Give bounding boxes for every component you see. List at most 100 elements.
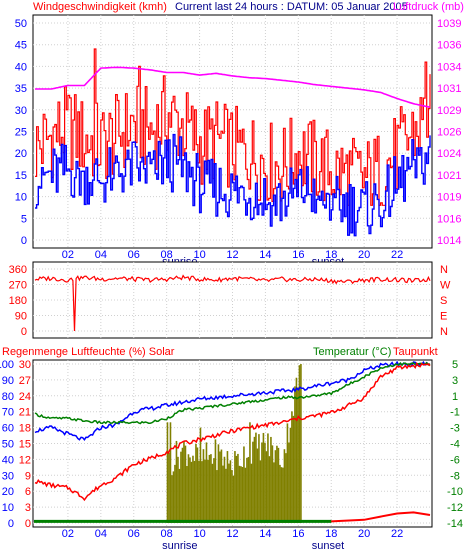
solar-bar — [241, 467, 244, 523]
solar-bar — [252, 441, 254, 523]
y2-tick-label: 1019 — [437, 192, 461, 204]
solar-bar — [168, 452, 170, 523]
solar-bar — [256, 448, 259, 523]
solar-bar — [199, 427, 202, 523]
solar-bar — [234, 451, 236, 523]
y2-tick-label: 1026 — [437, 127, 461, 139]
humidity-tick-label: 30 — [2, 470, 14, 482]
solar-bar — [271, 445, 274, 523]
humidity-tick-label: 40 — [2, 454, 14, 466]
solar-bar — [270, 436, 272, 523]
pressure-line — [35, 66, 431, 108]
x-tick-label: 10 — [193, 249, 205, 261]
sunrise-marker: sunrise — [162, 540, 197, 551]
solar-bar — [243, 446, 245, 523]
rain-tick-label: 3 — [25, 502, 31, 514]
x-tick-label: 02 — [62, 249, 74, 261]
wind-pressure-panel: 5045403530252015105010391036103410311029… — [15, 14, 462, 268]
wind-pressure-series — [35, 48, 431, 237]
y-tick-label: 40 — [15, 61, 27, 73]
temperature-tick-label: -10 — [447, 486, 463, 498]
solar-bar — [210, 454, 212, 523]
solar-bar — [228, 463, 230, 523]
solar-bar — [181, 447, 184, 523]
wind-direction-grid — [33, 262, 432, 338]
solar-bar — [277, 447, 280, 523]
temp-humidity-ticks: 1009080706050403020100302724211815129630… — [0, 359, 463, 551]
temperature-label: Temperatur (°C) — [313, 346, 391, 358]
rain-tick-label: 27 — [19, 375, 31, 387]
solar-bar — [172, 471, 175, 523]
x-tick-label: 16 — [292, 249, 304, 261]
y-tick-label: 180 — [9, 295, 27, 307]
humidity-tick-label: 10 — [2, 502, 14, 514]
x-tick-label: 02 — [62, 528, 74, 540]
solar-bar — [297, 387, 299, 523]
wind-pressure-ticks: 5045403530252015105010391036103410311029… — [15, 18, 462, 268]
y-tick-label: 35 — [15, 83, 27, 95]
solar-bar — [291, 411, 293, 523]
humidity-tick-label: 70 — [2, 407, 14, 419]
solar-bar — [219, 451, 221, 523]
sunset-marker: sunset — [312, 540, 344, 551]
current-date-label: Current last 24 hours : DATUM: 05 Januar… — [175, 1, 408, 13]
solar-bar — [229, 460, 232, 523]
rain-tick-label: 0 — [25, 518, 31, 530]
solar-bar — [283, 449, 286, 523]
dewpoint-line — [34, 361, 431, 502]
temperature-tick-label: 1 — [452, 391, 458, 403]
wind-average-line — [35, 133, 431, 237]
rain-humidity-solar-label: Regenmenge Luftfeuchte (%) Solar — [2, 346, 175, 358]
solar-bars — [166, 364, 302, 523]
solar-bar — [189, 457, 191, 523]
solar-bar — [216, 470, 218, 523]
solar-bar — [237, 453, 239, 523]
y-tick-label: 0 — [21, 235, 27, 247]
temperature-tick-label: -4 — [450, 439, 460, 451]
solar-bar — [226, 451, 229, 523]
solar-bar — [213, 458, 215, 523]
temp-humidity-series — [34, 360, 431, 523]
temperature-tick-label: -12 — [447, 502, 463, 514]
solar-bar — [253, 436, 256, 523]
x-tick-label: 04 — [95, 249, 107, 261]
solar-bar — [300, 364, 302, 523]
solar-bar — [211, 463, 214, 523]
y2-tick-label: 1021 — [437, 170, 461, 182]
solar-bar — [190, 461, 193, 523]
solar-bar — [240, 466, 242, 523]
wind-direction-line — [34, 274, 431, 332]
humidity-tick-label: 0 — [8, 518, 14, 530]
temperature-tick-label: -8 — [450, 470, 460, 482]
solar-bar — [276, 445, 278, 523]
solar-bar — [282, 467, 284, 523]
y-tick-label: 15 — [15, 170, 27, 182]
temperature-tick-label: 5 — [452, 359, 458, 371]
y-tick-label: 10 — [15, 192, 27, 204]
humidity-line — [34, 360, 431, 441]
x-tick-label: 06 — [128, 249, 140, 261]
solar-bar — [280, 467, 283, 523]
x-tick-label: 18 — [325, 528, 337, 540]
y-tick-label: 270 — [9, 280, 27, 292]
solar-bar — [183, 441, 185, 523]
solar-bar — [246, 457, 248, 523]
y-tick-label: 45 — [15, 40, 27, 52]
humidity-tick-label: 100 — [0, 359, 14, 371]
wind-gust-line — [35, 48, 431, 206]
y-tick-label: 50 — [15, 18, 27, 30]
solar-bar — [294, 386, 296, 523]
rain-tick-label: 30 — [19, 359, 31, 371]
x-tick-label: 06 — [128, 528, 140, 540]
solar-bar — [220, 449, 223, 523]
temperature-tick-label: -3 — [450, 423, 460, 435]
solar-bar — [195, 443, 197, 523]
y-tick-label: 30 — [15, 105, 27, 117]
y-tick-label: 25 — [15, 127, 27, 139]
y2-tick-label: 1034 — [437, 61, 461, 73]
y-tick-label: 20 — [15, 148, 27, 160]
solar-bar — [193, 460, 196, 523]
solar-bar — [196, 447, 199, 523]
temperature-tick-label: -6 — [450, 454, 460, 466]
solar-bar — [259, 460, 262, 523]
